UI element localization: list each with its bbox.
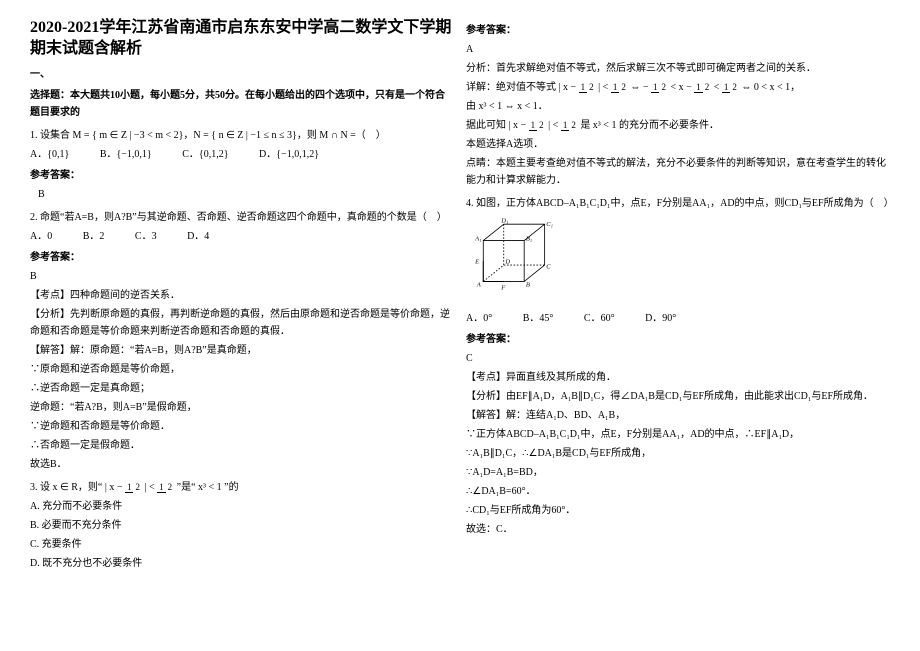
q3-jx-pre: 详解：绝对值不等式: [466, 82, 556, 93]
q2-line5: ∴否命题一定是假命题．: [30, 437, 454, 454]
q1-options: A．{0,1} B．{−1,0,1} C．{0,1,2} D．{−1,0,1,2…: [30, 146, 454, 163]
q2-opt-a: A．0: [30, 231, 52, 242]
q1-opt-a: A．{0,1}: [30, 149, 69, 160]
question-2: 2. 命题“若A=B，则A?B”与其逆命题、否命题、逆否命题这四个命题中，真命题…: [30, 209, 454, 473]
q1-opt-b: B．{−1,0,1}: [100, 149, 152, 160]
q3-abs-expand2: − 12 < x − 12 < 12: [643, 82, 739, 93]
svg-text:D: D: [504, 258, 510, 265]
q3-fenxi: 分析：首先求解绝对值不等式，然后求解三次不等式即可确定两者之间的关系．: [466, 60, 890, 77]
q3-stem-pre: 3. 设 x ∈ R，则“: [30, 482, 102, 493]
svg-text:C: C: [546, 263, 551, 270]
q4-line1: ∵正方体ABCD–A₁B₁C₁D₁中，点E，F分别是AA₁，AD的中点，∴EF∥…: [466, 426, 890, 443]
q4-stem: 4. 如图，正方体ABCD–A₁B₁C₁D₁中，点E，F分别是AA₁，AD的中点…: [466, 195, 890, 212]
q2-line1: ∵原命题和逆否命题是等价命题，: [30, 361, 454, 378]
q4-fenxi: 【分析】由EF∥A₁D，A₁B∥D₁C，得∠DA₁B是CD₁与EF所成角，由此能…: [466, 388, 890, 405]
q4-answer: C: [466, 350, 890, 367]
q4-jieda: 【解答】解：连结A₁D、BD、A₁B，: [466, 407, 890, 424]
left-column: 2020-2021学年江苏省南通市启东东安中学高二数学文下学期期末试题含解析 一…: [24, 18, 460, 633]
q4-line4: ∴∠DA₁B=60°．: [466, 483, 890, 500]
q3-jiexi: 详解：绝对值不等式 | x − 12 | < 12 ⇔ − 12 < x − 1…: [466, 79, 890, 96]
q3-inequality: | x − 12 | < 12: [105, 482, 174, 493]
q2-stem: 2. 命题“若A=B，则A?B”与其逆命题、否命题、逆否命题这四个命题中，真命题…: [30, 209, 454, 226]
q2-options: A．0 B．2 C．3 D．4: [30, 228, 454, 245]
q3-dianshi: 点睛：本题主要考查绝对值不等式的解法，充分不必要条件的判断等知识，意在考查学生的…: [466, 155, 890, 189]
q1-opt-d: D．{−1,0,1,2}: [259, 149, 319, 160]
q1-opt-c: C．{0,1,2}: [182, 149, 228, 160]
q3-stem-mid: ”是“ x³ < 1 ”的: [177, 482, 239, 493]
q3-answer: A: [466, 41, 890, 58]
svg-text:F: F: [500, 285, 506, 292]
q3-line3: 据此可知 | x − 12 | < 12 是 x³ < 1 的充分而不必要条件．: [466, 117, 890, 134]
q2-line3: 逆命题：“若A?B，则A=B”是假命题，: [30, 399, 454, 416]
q2-answer: B: [30, 268, 454, 285]
q3-l3-post: 是 x³ < 1 的充分而不必要条件．: [580, 120, 719, 131]
q2-line2: ∴逆否命题一定是真命题；: [30, 380, 454, 397]
svg-text:A₁: A₁: [474, 236, 481, 243]
q3-opt-d: D. 既不充分也不必要条件: [30, 555, 454, 572]
q4-line6: 故选：C．: [466, 521, 890, 538]
q3-opt-a: A. 充分而不必要条件: [30, 498, 454, 515]
q4-opt-c: C．60°: [584, 313, 615, 324]
q1-answer-label: 参考答案：: [30, 167, 454, 184]
q2-jieda: 【解答】解：原命题：“若A=B，则A?B”是真命题，: [30, 342, 454, 359]
q2-fenxi: 【分析】先判断原命题的真假，再判断逆命题的真假，然后由原命题和逆否命题是等价命题…: [30, 306, 454, 340]
q3-opt-b: B. 必要而不充分条件: [30, 517, 454, 534]
q4-kaodian: 【考点】异面直线及其所成的角．: [466, 369, 890, 386]
svg-text:B₁: B₁: [526, 236, 532, 243]
q3-line2: 由 x³ < 1 ⇔ x < 1．: [466, 98, 890, 115]
question-4: 4. 如图，正方体ABCD–A₁B₁C₁D₁中，点E，F分别是AA₁，AD的中点…: [466, 195, 890, 538]
svg-text:D₁: D₁: [500, 218, 508, 225]
q3-l3-ineq: | x − 12 | < 12: [509, 120, 578, 131]
q3-jx-post: ⇔ 0 < x < 1，: [741, 82, 800, 93]
q3-jx-mid: ⇔: [630, 82, 643, 93]
svg-text:E: E: [474, 258, 479, 265]
q3-abs-expand: | x − 12 | < 12: [559, 82, 628, 93]
q4-line2: ∵A₁B∥D₁C，∴∠DA₁B是CD₁与EF所成角，: [466, 445, 890, 462]
q2-opt-c: C．3: [135, 231, 157, 242]
doc-title: 2020-2021学年江苏省南通市启东东安中学高二数学文下学期期末试题含解析: [30, 18, 454, 60]
q3-line4: 本题选择A选项．: [466, 136, 890, 153]
q4-opt-d: D．90°: [645, 313, 676, 324]
svg-text:C₁: C₁: [546, 221, 553, 228]
q4-opt-a: A．0°: [466, 313, 492, 324]
q4-answer-label: 参考答案：: [466, 331, 890, 348]
q4-line3: ∵A₁D=A₁B=BD，: [466, 464, 890, 481]
q2-line6: 故选B．: [30, 456, 454, 473]
q4-opt-b: B．45°: [523, 313, 554, 324]
svg-text:A: A: [476, 281, 482, 288]
q2-answer-label: 参考答案：: [30, 249, 454, 266]
q2-opt-d: D．4: [187, 231, 209, 242]
section-1: 一、: [30, 66, 454, 83]
cube-figure: D₁ C₁ A₁ B₁ D C A B E F: [466, 216, 566, 306]
right-column: 参考答案： A 分析：首先求解绝对值不等式，然后求解三次不等式即可确定两者之间的…: [460, 18, 896, 633]
instructions: 选择题：本大题共10小题，每小题5分，共50分。在每小题给出的四个选项中，只有是…: [30, 87, 454, 121]
q3-answer-label: 参考答案：: [466, 22, 890, 39]
question-1: 1. 设集合 M = { m ∈ Z | −3 < m < 2}，N = { n…: [30, 127, 454, 203]
q3-opt-c: C. 充要条件: [30, 536, 454, 553]
q3-stem: 3. 设 x ∈ R，则“ | x − 12 | < 12 ”是“ x³ < 1…: [30, 479, 454, 496]
q4-options: A．0° B．45° C．60° D．90°: [466, 310, 890, 327]
svg-text:B: B: [526, 281, 530, 288]
q2-opt-b: B．2: [83, 231, 105, 242]
q2-line4: ∵逆命题和否命题是等价命题．: [30, 418, 454, 435]
q2-kaodian: 【考点】四种命题间的逆否关系．: [30, 287, 454, 304]
q4-line5: ∴CD₁与EF所成角为60°．: [466, 502, 890, 519]
question-3: 3. 设 x ∈ R，则“ | x − 12 | < 12 ”是“ x³ < 1…: [30, 479, 454, 572]
q3-l3-pre: 据此可知: [466, 120, 506, 131]
q1-answer: B: [38, 186, 454, 203]
q1-stem: 1. 设集合 M = { m ∈ Z | −3 < m < 2}，N = { n…: [30, 127, 454, 144]
